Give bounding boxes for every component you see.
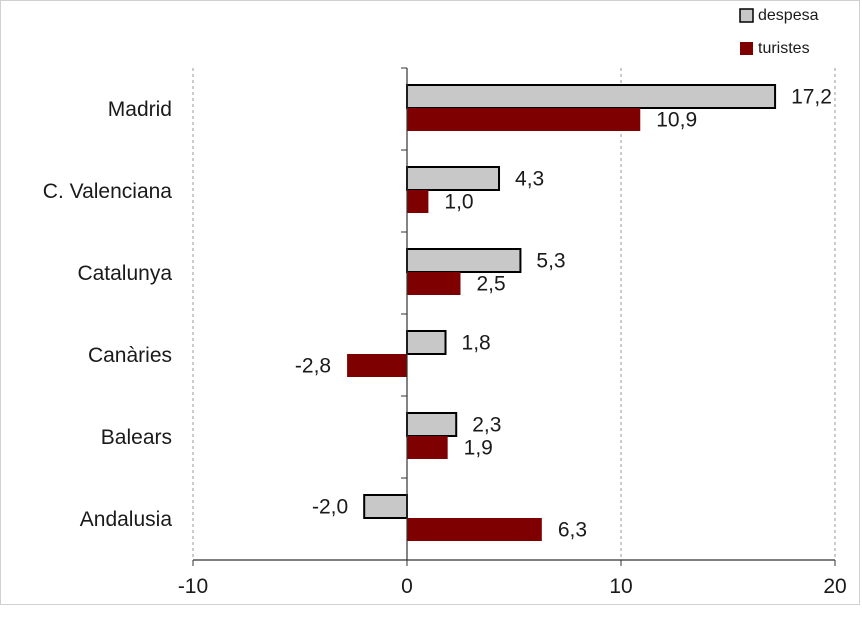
category-label-c-valenciana: C. Valenciana (43, 180, 173, 203)
legend: despesa turistes (739, 7, 819, 57)
bar-despesa-catalunya (406, 248, 522, 273)
x-tick-label: 20 (823, 575, 846, 598)
bar-turistes-balears (407, 436, 448, 459)
bar-despesa-c-valenciana (406, 166, 501, 191)
legend-swatch-despesa (739, 8, 754, 23)
bar-turistes-catalunya (407, 272, 461, 295)
bar-despesa-balears (406, 412, 458, 437)
x-tick-label: -10 (178, 575, 208, 598)
data-label-turistes-andalusia: 6,3 (558, 519, 587, 542)
x-tick-label: 0 (401, 575, 413, 598)
data-label-despesa-c-valenciana: 4,3 (515, 168, 544, 191)
data-label-turistes-catalunya: 2,5 (477, 273, 506, 296)
data-labels: 17,2 10,9 4,3 1,0 5,3 2,5 1,8 -2,8 2,31,9 -2,0 6,3 (295, 86, 832, 542)
gridlines (192, 68, 836, 560)
category-label-catalunya: Catalunya (77, 262, 172, 285)
category-label-balears: Balears (101, 426, 172, 449)
category-label-madrid: Madrid (108, 98, 172, 121)
bar-despesa-andalusia (363, 494, 409, 519)
bar-turistes-canaries (347, 354, 407, 377)
bars (347, 84, 777, 541)
legend-label-despesa: despesa (758, 7, 819, 24)
data-label-despesa-madrid: 17,2 (791, 86, 832, 109)
x-tick-label: 10 (609, 575, 632, 598)
data-label-turistes-balears: 1,9 (464, 437, 493, 460)
legend-swatch-turistes (740, 42, 753, 55)
chart-frame (0, 0, 860, 605)
bar-turistes-madrid (407, 108, 641, 131)
axes: Madrid C. Valenciana Catalunya Canàries Bale… (43, 67, 847, 598)
bar-turistes-andalusia (407, 518, 542, 541)
bar-despesa-canaries (406, 330, 447, 355)
data-label-turistes-c-valenciana: 1,0 (444, 191, 473, 214)
data-label-despesa-canaries: 1,8 (462, 332, 491, 355)
data-label-despesa-balears: 2,3 (472, 414, 501, 437)
data-label-turistes-canaries: -2,8 (295, 355, 331, 378)
category-label-andalusia: Andalusia (80, 508, 173, 531)
bar-despesa-madrid (406, 84, 777, 109)
bar-turistes-c-valenciana (407, 190, 429, 213)
data-label-turistes-madrid: 10,9 (656, 109, 697, 132)
category-label-canaries: Canàries (88, 344, 172, 367)
data-label-despesa-andalusia: -2,0 (312, 496, 348, 519)
legend-label-turistes: turistes (758, 40, 810, 57)
data-label-despesa-catalunya: 5,3 (536, 250, 565, 273)
